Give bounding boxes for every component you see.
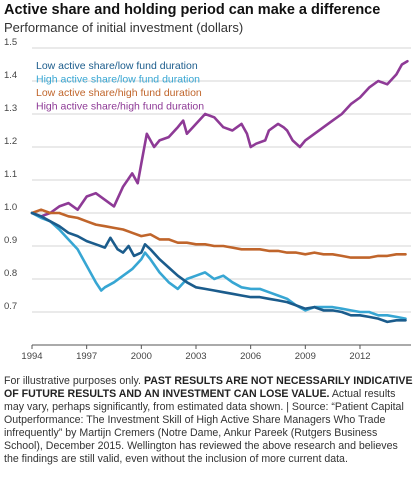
legend: Low active share/low fund duration High a… (36, 60, 204, 113)
y-tick-label: 1.5 (4, 38, 17, 48)
x-tick-label: 2012 (349, 351, 370, 362)
y-tick-label: 1.3 (4, 103, 17, 114)
y-tick-label: 0.7 (4, 301, 17, 312)
y-tick-label: 0.9 (4, 235, 17, 246)
x-tick-label: 2003 (185, 351, 206, 362)
x-tick-label: 1994 (21, 351, 42, 362)
series-line (30, 211, 407, 320)
y-tick-label: 1.1 (4, 169, 17, 180)
footnote: For illustrative purposes only. PAST RES… (4, 375, 414, 466)
y-tick-label: 1.0 (4, 202, 17, 213)
legend-entry: Low active share/high fund duration (36, 87, 202, 99)
y-axis-ticks: 0.7 0.8 0.9 1.0 1.1 1.2 1.3 1.4 1.5 (4, 38, 17, 312)
series-line (30, 208, 407, 259)
x-axis: 1994 1997 2000 2003 2006 2009 2012 (21, 344, 411, 362)
series-line (30, 211, 407, 324)
x-tick-label: 2000 (131, 351, 152, 362)
chart-subtitle: Performance of initial investment (dolla… (4, 20, 244, 35)
footnote-text: For illustrative purposes only. (4, 375, 144, 387)
x-tick-label: 2009 (295, 351, 316, 362)
footnote-source: Actual results may vary, perhaps signifi… (4, 388, 404, 465)
legend-entry: Low active share/low fund duration (36, 60, 198, 72)
y-tick-label: 0.8 (4, 268, 17, 279)
x-tick-label: 2006 (240, 351, 261, 362)
legend-entry: High active share/high fund duration (36, 101, 204, 113)
series-lines (30, 59, 409, 324)
line-chart: 0.7 0.8 0.9 1.0 1.1 1.2 1.3 1.4 1.5 1994 1997 2000… (4, 38, 411, 362)
chart-title: Active share and holding period can make… (4, 2, 381, 18)
x-tick-label: 1997 (76, 351, 97, 362)
legend-entry: High active share/low fund duration (36, 74, 200, 86)
y-tick-label: 1.4 (4, 70, 17, 81)
footnote-disclaimer: PAST RESULTS ARE NOT NECESSARILY INDICAT… (4, 375, 413, 400)
series-line (30, 59, 409, 218)
y-tick-label: 1.2 (4, 136, 17, 147)
